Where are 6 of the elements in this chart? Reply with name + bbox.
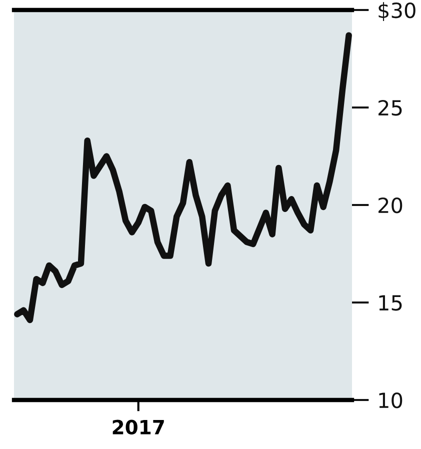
- y-tick-label: 10: [379, 392, 402, 408]
- y-tick-label: $30: [378, 2, 416, 21]
- y-tick-label: 15: [379, 295, 402, 311]
- x-tick-label: 2017: [112, 420, 164, 434]
- y-tick-label: 25: [378, 100, 402, 116]
- y-tick-label: 20: [378, 197, 402, 214]
